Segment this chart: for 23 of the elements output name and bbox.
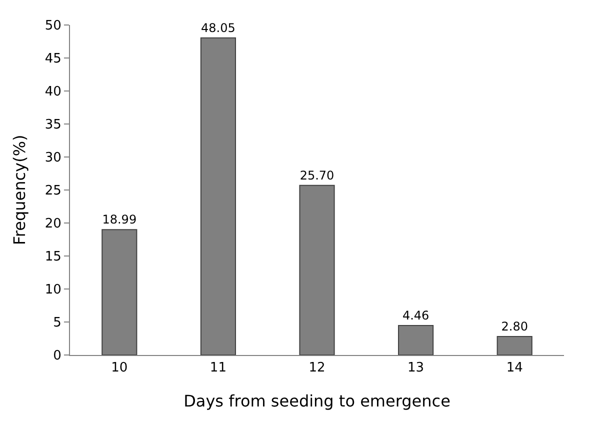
data-label: 18.99 (102, 212, 137, 227)
y-tick-label: 35 (44, 118, 62, 133)
data-label: 25.70 (300, 168, 334, 182)
y-tick-label: 25 (44, 184, 62, 199)
y-tick-label: 5 (53, 316, 62, 331)
x-tick-label: 11 (210, 360, 226, 376)
data-label: 4.46 (402, 308, 430, 323)
y-tick-label: 40 (44, 84, 62, 100)
y-tick-label: 50 (44, 18, 62, 34)
x-tick-label: 13 (408, 360, 424, 376)
data-label: 48.05 (201, 20, 236, 35)
y-tick-label: 20 (44, 216, 62, 232)
y-tick-label: 0 (53, 348, 62, 364)
x-tick-label: 12 (308, 360, 326, 376)
x-tick-label: 10 (111, 360, 128, 376)
y-tick-label: 30 (44, 150, 62, 166)
y-tick-label: 45 (44, 52, 62, 67)
x-tick-label: 14 (506, 360, 523, 376)
y-tick-label: 10 (44, 282, 62, 298)
y-tick-label: 15 (44, 250, 62, 265)
x-axis-title: Days from seeding to emergence (184, 391, 450, 410)
data-label: 2.80 (501, 320, 528, 334)
y-axis-title: Frequency(%) (10, 134, 29, 246)
